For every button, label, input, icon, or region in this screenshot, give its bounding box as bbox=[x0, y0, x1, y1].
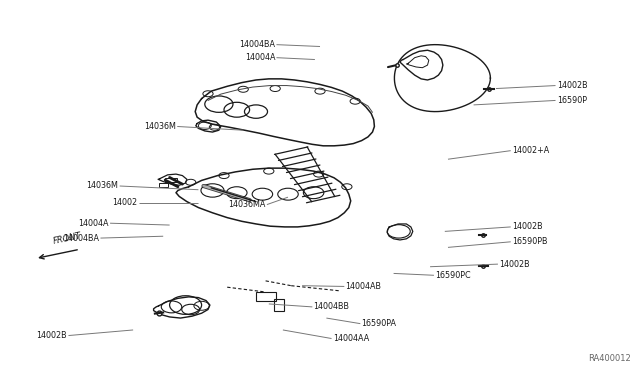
Text: 14004BB: 14004BB bbox=[314, 302, 349, 311]
Text: 14004BA: 14004BA bbox=[63, 234, 99, 243]
Text: 14002B: 14002B bbox=[499, 260, 530, 269]
Text: 14004A: 14004A bbox=[78, 219, 109, 228]
Text: FRONT: FRONT bbox=[52, 231, 82, 246]
Text: 14002B: 14002B bbox=[36, 331, 67, 340]
Text: RA400012: RA400012 bbox=[588, 354, 630, 363]
Text: 14002: 14002 bbox=[113, 198, 138, 207]
Text: 16590PB: 16590PB bbox=[512, 237, 547, 246]
Text: 14004BA: 14004BA bbox=[239, 40, 275, 49]
Text: 14002B: 14002B bbox=[557, 81, 588, 90]
Text: 16590P: 16590P bbox=[557, 96, 587, 105]
Text: 14036MA: 14036MA bbox=[228, 200, 266, 209]
Text: 14002B: 14002B bbox=[512, 222, 543, 231]
Bar bbox=[274, 299, 284, 311]
Text: 14004AA: 14004AA bbox=[333, 334, 369, 343]
Bar bbox=[256, 292, 276, 301]
Text: 14004A: 14004A bbox=[244, 53, 275, 62]
Text: 16590PA: 16590PA bbox=[362, 319, 397, 328]
Bar bbox=[159, 183, 168, 187]
Text: 14036M: 14036M bbox=[144, 122, 176, 131]
Bar bbox=[165, 178, 177, 182]
Text: 14036M: 14036M bbox=[86, 182, 118, 190]
Text: 14004AB: 14004AB bbox=[346, 282, 381, 291]
Text: 14002+A: 14002+A bbox=[512, 146, 549, 155]
Text: 16590PC: 16590PC bbox=[435, 271, 471, 280]
